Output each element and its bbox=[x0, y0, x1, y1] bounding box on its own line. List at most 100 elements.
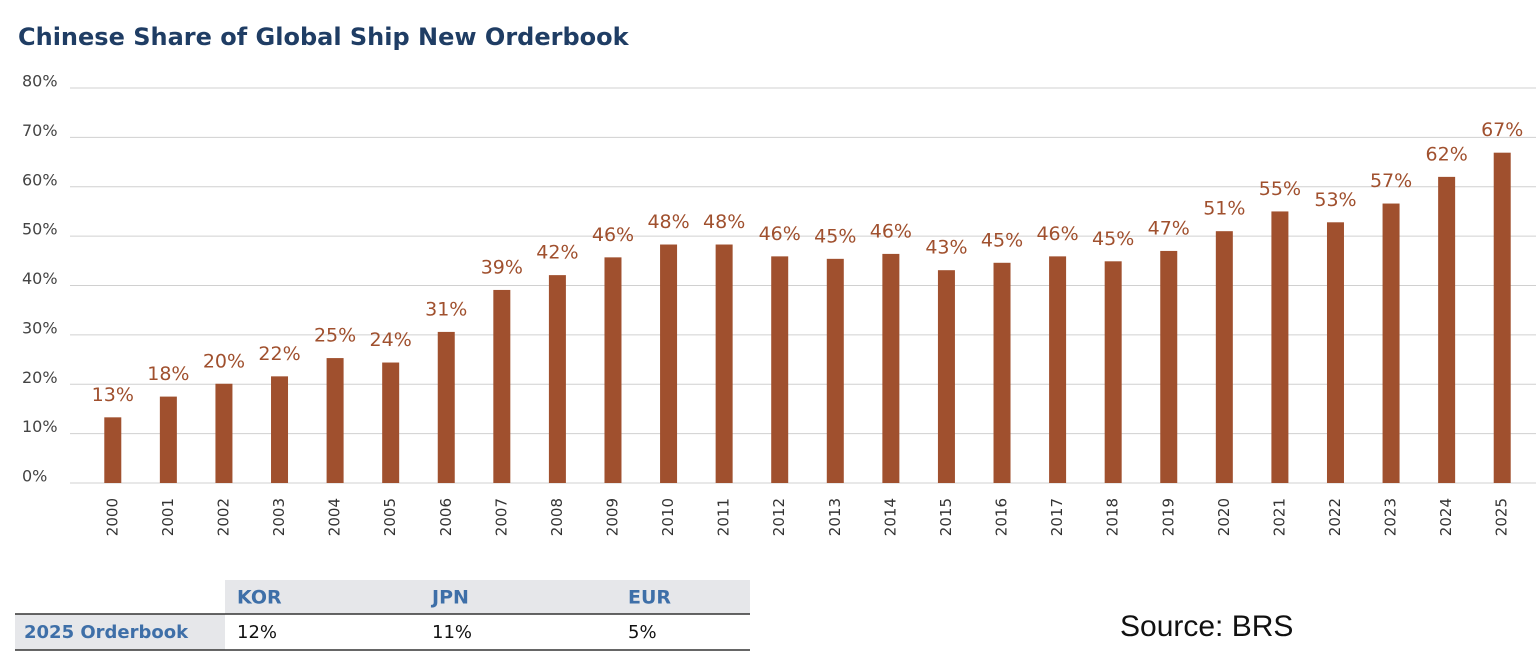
value-label: 24% bbox=[370, 329, 412, 351]
bar bbox=[1382, 203, 1400, 483]
table-row-head: 2025 Orderbook bbox=[24, 622, 189, 643]
table-header: EUR bbox=[628, 587, 671, 609]
x-tick-label: 2013 bbox=[826, 498, 844, 536]
value-label: 22% bbox=[258, 343, 300, 365]
value-label: 55% bbox=[1259, 178, 1301, 200]
value-label: 48% bbox=[703, 211, 745, 233]
x-tick-label: 2005 bbox=[381, 498, 399, 536]
source-note: Source: BRS bbox=[1120, 610, 1293, 643]
table-cell: 5% bbox=[628, 622, 657, 643]
x-tick-label: 2025 bbox=[1493, 498, 1511, 536]
bar bbox=[660, 244, 678, 483]
bar bbox=[1271, 211, 1289, 483]
x-tick-label: 2002 bbox=[214, 498, 232, 536]
table-cell: 12% bbox=[237, 622, 277, 643]
value-label: 45% bbox=[814, 225, 856, 247]
chart-title: Chinese Share of Global Ship New Orderbo… bbox=[18, 23, 630, 51]
x-tick-label: 2010 bbox=[659, 498, 677, 536]
x-tick-label: 2022 bbox=[1326, 498, 1344, 536]
value-label: 67% bbox=[1481, 119, 1523, 141]
x-tick-label: 2014 bbox=[881, 498, 899, 536]
bar bbox=[326, 358, 344, 483]
y-tick-label: 50% bbox=[22, 220, 58, 239]
bar bbox=[882, 253, 900, 483]
bar bbox=[104, 417, 122, 483]
y-tick-label: 10% bbox=[22, 417, 58, 436]
x-tick-label: 2024 bbox=[1437, 498, 1455, 536]
x-tick-label: 2018 bbox=[1104, 498, 1122, 536]
value-label: 42% bbox=[536, 242, 578, 264]
y-tick-label: 40% bbox=[22, 269, 58, 288]
bar bbox=[382, 362, 400, 483]
bar bbox=[771, 256, 789, 483]
value-label: 25% bbox=[314, 325, 356, 347]
x-tick-label: 2001 bbox=[159, 498, 177, 536]
table-header-bg bbox=[225, 580, 750, 614]
value-label: 31% bbox=[425, 298, 467, 320]
y-tick-label: 20% bbox=[22, 368, 58, 387]
x-tick-label: 2019 bbox=[1159, 498, 1177, 536]
bar bbox=[548, 275, 566, 483]
x-tick-label: 2003 bbox=[270, 498, 288, 536]
bar bbox=[1104, 261, 1122, 483]
x-tick-label: 2009 bbox=[603, 498, 621, 536]
x-tick-label: 2023 bbox=[1382, 498, 1400, 536]
y-tick-label: 30% bbox=[22, 318, 58, 337]
value-label: 47% bbox=[1148, 217, 1190, 239]
x-tick-label: 2015 bbox=[937, 498, 955, 536]
value-label: 43% bbox=[925, 237, 967, 259]
value-label: 46% bbox=[592, 224, 634, 246]
value-label: 20% bbox=[203, 350, 245, 372]
value-label: 46% bbox=[759, 223, 801, 245]
y-tick-label: 0% bbox=[22, 467, 47, 486]
table-rowhead-bg bbox=[15, 614, 225, 650]
value-label: 62% bbox=[1426, 143, 1468, 165]
bar bbox=[993, 262, 1011, 483]
bar bbox=[159, 396, 177, 483]
bar bbox=[437, 331, 455, 483]
x-tick-label: 2012 bbox=[770, 498, 788, 536]
x-tick-label: 2017 bbox=[1048, 498, 1066, 536]
x-tick-label: 2011 bbox=[715, 498, 733, 536]
y-tick-label: 70% bbox=[22, 121, 58, 140]
bar bbox=[715, 244, 733, 483]
table-cell: 11% bbox=[432, 622, 472, 643]
x-tick-label: 2007 bbox=[492, 498, 510, 536]
bar bbox=[215, 383, 233, 483]
y-tick-label: 60% bbox=[22, 170, 58, 189]
x-tick-label: 2008 bbox=[548, 498, 566, 536]
x-tick-label: 2021 bbox=[1270, 498, 1288, 536]
value-label: 51% bbox=[1203, 198, 1245, 220]
table-header: JPN bbox=[430, 587, 469, 609]
value-label: 46% bbox=[1036, 223, 1078, 245]
bar bbox=[271, 376, 289, 483]
bar bbox=[1160, 250, 1178, 483]
table-header: KOR bbox=[237, 587, 282, 609]
bar bbox=[826, 258, 844, 483]
x-tick-label: 2000 bbox=[103, 498, 121, 536]
bar bbox=[1326, 222, 1344, 484]
value-label: 57% bbox=[1370, 170, 1412, 192]
value-label: 45% bbox=[981, 229, 1023, 251]
value-label: 53% bbox=[1314, 189, 1356, 211]
x-tick-label: 2004 bbox=[326, 498, 344, 536]
x-tick-label: 2020 bbox=[1215, 498, 1233, 536]
bar bbox=[937, 270, 955, 483]
bar bbox=[1049, 256, 1067, 483]
value-label: 45% bbox=[1092, 228, 1134, 250]
bar bbox=[604, 257, 622, 483]
bar bbox=[1215, 231, 1233, 483]
value-label: 18% bbox=[147, 363, 189, 385]
value-label: 13% bbox=[92, 384, 134, 406]
x-tick-label: 2016 bbox=[993, 498, 1011, 536]
bar bbox=[1493, 152, 1511, 483]
bar bbox=[1438, 176, 1456, 483]
x-tick-label: 2006 bbox=[437, 498, 455, 536]
value-label: 46% bbox=[870, 220, 912, 242]
y-tick-label: 80% bbox=[22, 72, 58, 91]
value-label: 48% bbox=[647, 211, 689, 233]
value-label: 39% bbox=[481, 256, 523, 278]
bar bbox=[493, 289, 511, 483]
